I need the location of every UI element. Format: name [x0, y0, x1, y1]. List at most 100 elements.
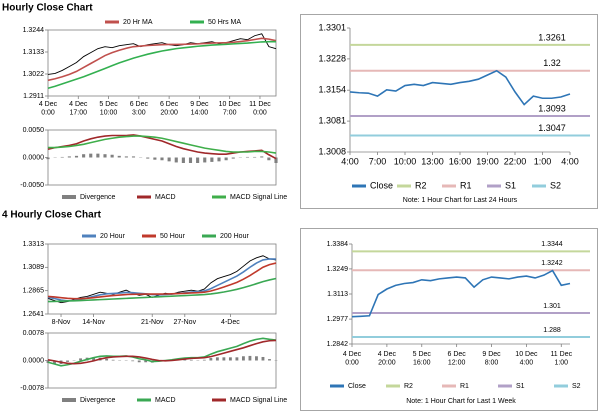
legend-label: Close: [370, 180, 393, 190]
divergence-bar: [274, 157, 278, 163]
divergence-bar: [53, 360, 56, 364]
divergence-bar: [131, 360, 135, 362]
legend-label: R2: [415, 180, 427, 190]
panel-frame: [300, 228, 598, 411]
series-line: [47, 262, 277, 300]
legend-label: S2: [550, 180, 561, 190]
legend-label: S2: [572, 383, 581, 390]
divergence-bar: [160, 157, 164, 161]
x-tick-label: 5 Dec 16:00: [413, 351, 432, 366]
divergence-bar: [231, 157, 235, 159]
x-tick-label: 13:00: [421, 156, 444, 166]
divergence-bar: [253, 156, 257, 158]
divergence-bar: [183, 359, 187, 361]
divergence-bar: [260, 156, 264, 158]
divergence-bar: [235, 357, 239, 361]
divergence-bar: [46, 360, 50, 363]
y-tick-label: 1.3313: [23, 241, 45, 248]
divergence-bar: [228, 357, 232, 361]
y-tick-label: 1.2977: [327, 316, 349, 323]
legend-label: MACD Signal Line: [230, 194, 287, 201]
y-tick-label: 1.3089: [23, 264, 45, 271]
x-tick-label: 6 Dec 3:00: [130, 101, 149, 116]
x-tick-label: 4-Dec: [221, 319, 240, 326]
level-label: 1.3344: [541, 241, 563, 248]
section-heading: Hourly Close Chart: [2, 3, 93, 14]
y-tick-label: 1.2842: [327, 341, 349, 348]
divergence-bar: [222, 357, 226, 361]
y-tick-label: 1.3249: [327, 266, 349, 273]
x-tick-label: 11 Dec 1:00: [550, 351, 572, 366]
legend-label: R1: [460, 383, 469, 390]
series-line: [47, 277, 277, 303]
divergence-bar: [110, 154, 114, 158]
divergence-bar: [103, 154, 107, 158]
y-tick-label: -0.0078: [20, 385, 44, 392]
x-tick-label: 27-Nov: [174, 319, 197, 326]
level-label-box: [535, 32, 569, 43]
level-label-box: [535, 123, 569, 134]
divergence-bar: [181, 157, 185, 163]
level-label-box: [535, 104, 569, 115]
x-tick-label: 11 Dec 0:00: [249, 101, 271, 116]
divergence-bar: [82, 154, 86, 158]
divergence-bar: [92, 357, 96, 361]
legend-label: MACD Signal Line: [230, 397, 287, 404]
x-tick-label: 10 Dec 7:00: [219, 101, 242, 116]
x-tick-label: 4 Dec 0:00: [343, 351, 362, 366]
y-tick-label: 1.3022: [23, 71, 45, 78]
series-line: [349, 69, 571, 106]
divergence-bar: [242, 356, 245, 361]
y-tick-label: 1.3081: [318, 115, 346, 125]
divergence-bar: [60, 156, 64, 158]
y-tick-label: 0.0000: [23, 357, 45, 364]
x-tick-label: 6 Dec 12:00: [447, 351, 466, 366]
y-tick-label: 1.2865: [23, 288, 45, 295]
legend-label: MACD: [155, 194, 176, 201]
plot-frame: [47, 29, 277, 97]
legend-label: Divergence: [80, 194, 116, 201]
legend-label: 50 Hrs MA: [208, 19, 241, 26]
level-label-box: [535, 58, 569, 69]
level-label-box: [535, 324, 569, 335]
divergence-bar: [105, 358, 109, 361]
x-tick-label: 7:00: [369, 156, 387, 166]
divergence-bar: [167, 157, 171, 162]
y-tick-label: 1.3228: [318, 53, 346, 63]
divergence-bar: [96, 153, 100, 158]
divergence-bar: [89, 153, 93, 158]
series-line: [47, 37, 277, 82]
x-tick-label: 9 Dec 14:00: [190, 101, 209, 116]
divergence-bar: [196, 157, 200, 163]
y-tick-label: 1.3154: [318, 85, 346, 95]
legend-label: Divergence: [80, 397, 116, 404]
plot-frame: [47, 243, 277, 315]
y-tick-label: 0.0000: [23, 154, 45, 161]
level-label-box: [535, 301, 569, 312]
x-tick-label: 22:00: [504, 156, 527, 166]
x-tick-label: 8-Nov: [52, 319, 71, 326]
divergence-bar: [174, 157, 178, 163]
level-label: 1.32: [543, 58, 561, 68]
x-tick-label: 19:00: [476, 156, 499, 166]
x-tick-label: 5 Dec 10:00: [99, 101, 118, 116]
y-tick-label: 1.2641: [23, 311, 45, 318]
divergence-bar: [210, 157, 214, 162]
y-tick-label: 1.3133: [23, 49, 45, 56]
x-tick-label: 4 Dec 20:00: [378, 351, 397, 366]
y-tick-label: 1.2911: [23, 93, 44, 100]
y-tick-label: 1.3244: [23, 27, 45, 34]
panel-frame: [300, 14, 598, 209]
divergence-bar: [74, 155, 79, 158]
divergence-bar: [224, 157, 228, 161]
legend-label: 20 Hr MA: [123, 19, 153, 26]
level-label: 1.3047: [538, 123, 566, 133]
divergence-bar: [144, 360, 148, 363]
level-label: 1.3261: [538, 32, 566, 42]
level-label-box: [535, 239, 569, 250]
x-tick-label: 10 Dec 4:00: [515, 351, 538, 366]
x-tick-label: 4:00: [341, 156, 359, 166]
divergence-bar: [215, 357, 219, 361]
divergence-bar: [124, 156, 128, 158]
